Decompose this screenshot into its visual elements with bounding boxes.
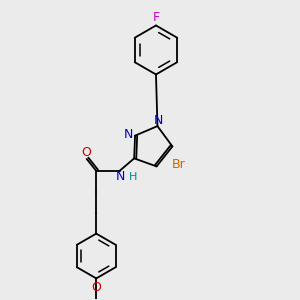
Text: N: N: [124, 128, 133, 141]
Text: F: F: [152, 11, 160, 24]
Text: H: H: [129, 172, 137, 182]
Text: N: N: [116, 170, 125, 183]
Text: O: O: [91, 281, 101, 294]
Text: Br: Br: [172, 158, 186, 170]
Text: N: N: [153, 114, 163, 127]
Text: O: O: [81, 146, 91, 159]
